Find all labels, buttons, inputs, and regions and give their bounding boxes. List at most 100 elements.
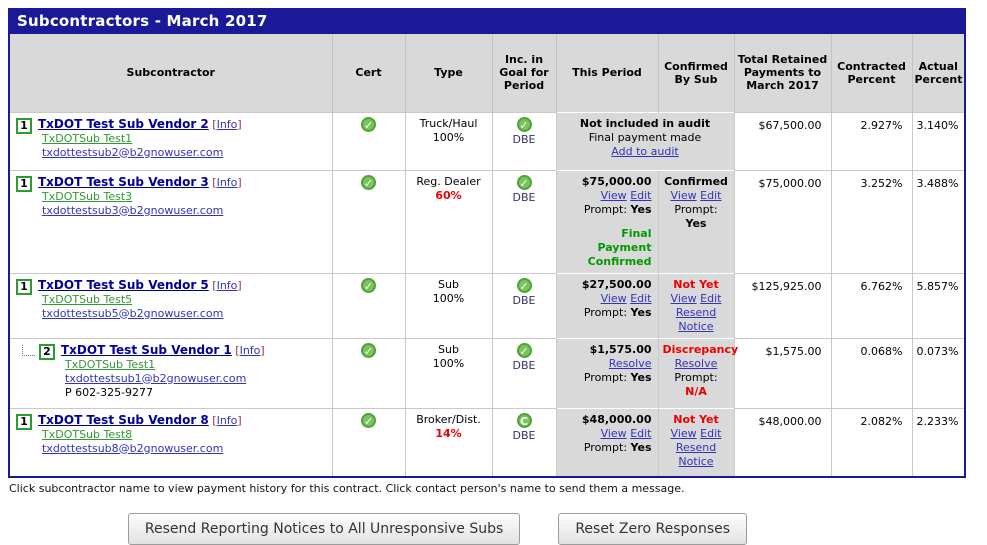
prompt-value: Yes [630, 440, 652, 454]
confirmed-by-sub-cell: Discrepancy Resolve Prompt: N/A [657, 337, 738, 408]
goal-program-label: DBE [512, 358, 536, 372]
confirmation-status: Not Yet [673, 277, 719, 291]
table-footnote: Click subcontractor name to view payment… [9, 482, 685, 495]
period-links: Resolve [561, 357, 652, 371]
type-percent: 100% [432, 291, 465, 305]
edit-link[interactable]: Edit [630, 291, 652, 305]
info-link[interactable]: Info [216, 278, 238, 292]
tier-number-badge: 2 [39, 343, 55, 360]
view-link[interactable]: View [600, 188, 627, 202]
column-header-contracted-percent: Contracted Percent [830, 34, 912, 112]
cert-check-icon: ✓ [361, 116, 376, 132]
edit-link[interactable]: Edit [630, 188, 652, 202]
view-link[interactable]: View [600, 426, 627, 440]
actual-percent-cell: 3.140% [911, 111, 964, 170]
table-header-row: Subcontractor Cert Type Inc. in Goal for… [10, 34, 964, 112]
confirmation-links: View Edit [663, 189, 730, 203]
tree-connector-icon [22, 344, 35, 356]
vendor-name-link[interactable]: TxDOT Test Sub Vendor 8 [38, 412, 209, 427]
vendor-name-link[interactable]: TxDOT Test Sub Vendor 5 [38, 277, 209, 292]
this-period-cell: $27,500.00 View Edit Prompt: Yes [555, 272, 658, 338]
vendor-line: TxDOT Test Sub Vendor 5 [Info] [38, 278, 242, 293]
view-link[interactable]: View [670, 291, 697, 305]
info-link[interactable]: Info [239, 343, 261, 357]
edit-link[interactable]: Edit [700, 426, 722, 440]
info-bracket: [ [208, 117, 217, 131]
type-percent: 14% [435, 426, 462, 440]
cert-cell: ✓ [331, 407, 405, 476]
tier-number-badge: 1 [16, 413, 32, 430]
cert-cell: ✓ [331, 169, 405, 273]
confirmed-by-sub-cell: Confirmed View Edit Prompt: Yes [657, 169, 734, 273]
info-link[interactable]: Info [216, 175, 238, 189]
type-name: Sub [438, 342, 459, 356]
goal-cell: C DBE [491, 407, 556, 476]
goal-check-icon: ✓ [516, 342, 532, 358]
vendor-name-link[interactable]: TxDOT Test Sub Vendor 1 [61, 342, 232, 357]
type-percent: 60% [435, 188, 462, 202]
resend-notice-link[interactable]: Resend Notice [675, 440, 717, 468]
contact-email-link[interactable]: txdottestsub1@b2gnowuser.com [65, 371, 247, 385]
type-name: Broker/Dist. [416, 412, 481, 426]
resolve-link[interactable]: Resolve [674, 356, 718, 370]
confirmation-status: Confirmed [664, 174, 728, 188]
cert-cell: ✓ [331, 272, 405, 338]
contact-person-link[interactable]: TxDOTSub Test1 [42, 131, 133, 145]
contracted-percent-cell: 2.927% [830, 111, 912, 170]
resend-notice-link[interactable]: Resend Notice [675, 305, 717, 333]
this-period-cell: $1,575.00 Resolve Prompt: Yes [555, 337, 658, 408]
subcontractor-cell: 1 TxDOT Test Sub Vendor 2 [Info] TxDOTSub … [10, 111, 332, 170]
goal-program-label: DBE [512, 293, 536, 307]
contact-email-link[interactable]: txdottestsub8@b2gnowuser.com [42, 441, 224, 455]
info-link[interactable]: Info [216, 413, 238, 427]
info-link[interactable]: Info [216, 117, 238, 131]
confirmed-by-sub-cell: Not Yet View Edit Resend Notice [657, 407, 734, 476]
cert-cell: ✓ [331, 337, 405, 408]
contact-email-link[interactable]: txdottestsub5@b2gnowuser.com [42, 306, 224, 320]
info-bracket: ] [260, 343, 265, 357]
add-to-audit-link[interactable]: Add to audit [611, 144, 679, 158]
column-header-cert: Cert [331, 34, 405, 112]
contact-person-link[interactable]: TxDOTSub Test5 [42, 292, 133, 306]
contact-email-link[interactable]: txdottestsub2@b2gnowuser.com [42, 145, 224, 159]
edit-link[interactable]: Edit [630, 426, 652, 440]
vendor-line: TxDOT Test Sub Vendor 2 [Info] [38, 117, 242, 132]
confirmation-status: Not Yet [673, 412, 719, 426]
info-bracket: ] [237, 413, 242, 427]
info-bracket: [ [208, 175, 217, 189]
type-percent: 100% [432, 356, 465, 370]
type-cell: Sub 100% [404, 272, 492, 338]
cert-check-icon: ✓ [361, 277, 376, 293]
audit-status-cell: Not included in audit Final payment made A… [555, 111, 734, 170]
contact-email-link[interactable]: txdottestsub3@b2gnowuser.com [42, 203, 224, 217]
table-row: 1 TxDOT Test Sub Vendor 8 [Info] TxDOTSub … [10, 407, 964, 476]
cert-check-icon: ✓ [361, 412, 376, 428]
edit-link[interactable]: Edit [700, 188, 722, 202]
vendor-name-link[interactable]: TxDOT Test Sub Vendor 3 [38, 174, 209, 189]
goal-cell: ✓ DBE [491, 337, 556, 408]
prompt-value: N/A [685, 384, 707, 398]
type-cell: Broker/Dist. 14% [404, 407, 492, 476]
contact-person-link[interactable]: TxDOTSub Test3 [42, 189, 133, 203]
edit-link[interactable]: Edit [700, 291, 722, 305]
goal-check-icon: ✓ [516, 277, 532, 293]
reset-zero-responses-button[interactable]: Reset Zero Responses [558, 513, 748, 545]
period-amount: $75,000.00 [581, 174, 652, 188]
total-retained-cell: $1,575.00 [733, 337, 831, 408]
contact-person-link[interactable]: TxDOTSub Test1 [65, 357, 156, 371]
column-header-subcontractor: Subcontractor [10, 34, 332, 112]
final-payment-confirmed-text: Final Payment Confirmed [587, 226, 652, 268]
contact-person-link[interactable]: TxDOTSub Test8 [42, 427, 133, 441]
table-row: 1 TxDOT Test Sub Vendor 2 [Info] TxDOTSub … [10, 111, 964, 170]
view-link[interactable]: View [670, 188, 697, 202]
cert-check-icon: ✓ [361, 342, 376, 358]
subcontractors-panel: Subcontractors - March 2017 Subcontracto… [8, 8, 966, 478]
period-links: View Edit [561, 292, 652, 306]
view-link[interactable]: View [670, 426, 697, 440]
tier-number-badge: 1 [16, 278, 32, 295]
view-link[interactable]: View [600, 291, 627, 305]
resolve-link[interactable]: Resolve [608, 356, 652, 370]
vendor-name-link[interactable]: TxDOT Test Sub Vendor 2 [38, 116, 209, 131]
column-header-this-period: This Period [555, 34, 658, 112]
resend-notices-button[interactable]: Resend Reporting Notices to All Unrespon… [127, 513, 521, 545]
